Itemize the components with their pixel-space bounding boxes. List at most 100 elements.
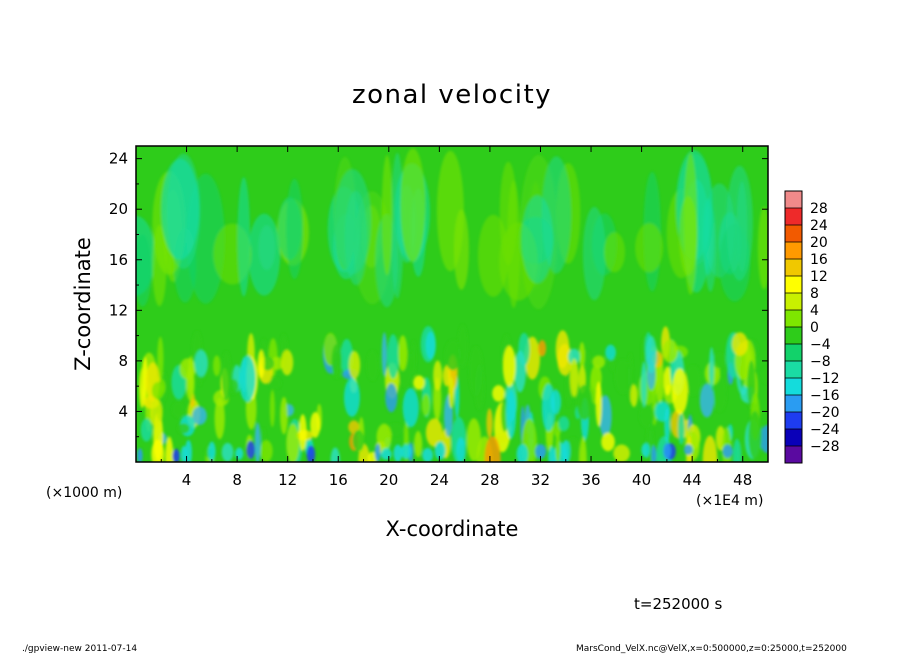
field-patch <box>330 447 341 462</box>
x-tick-label: 48 <box>733 471 752 489</box>
field-patch <box>671 368 689 415</box>
field-patch <box>381 155 393 276</box>
colorbar-swatch <box>785 446 802 464</box>
y-tick-label: 8 <box>118 352 128 370</box>
field-patch <box>376 423 392 451</box>
field-patch <box>192 406 207 425</box>
field-patch <box>221 442 234 462</box>
x-tick-label: 28 <box>480 471 499 489</box>
colorbar-swatch <box>785 395 802 413</box>
field-patch <box>434 441 446 460</box>
field-patch <box>599 395 612 438</box>
footer-left: ./gpview-new 2011-07-14 <box>22 644 137 654</box>
field-patch <box>702 198 715 276</box>
colorbar-label: 20 <box>810 235 828 251</box>
field-patch <box>221 351 232 401</box>
field-patch <box>757 206 768 290</box>
colorbar-label: 24 <box>810 218 828 234</box>
field-patch <box>635 223 664 273</box>
field-patch <box>421 394 431 417</box>
field-patch <box>677 412 685 445</box>
field-patch <box>177 423 190 434</box>
y-tick-label: 24 <box>109 150 128 168</box>
field-patch <box>387 334 399 379</box>
field-patch <box>157 336 164 381</box>
field-patch <box>334 169 372 275</box>
colorbar-swatch <box>785 361 802 379</box>
field-patch <box>400 444 412 459</box>
colorbar-label: −12 <box>810 371 840 387</box>
colorbar-label: 8 <box>810 286 819 302</box>
field-patch <box>654 401 671 422</box>
field-patch <box>258 225 276 270</box>
field-patch <box>348 351 361 379</box>
field-patch <box>385 383 398 413</box>
field-patch <box>685 365 701 396</box>
field-patch <box>469 346 484 397</box>
field-patch <box>505 389 517 439</box>
colorbar-label: −16 <box>810 388 840 404</box>
field-patch <box>400 148 426 262</box>
colorbar-swatch <box>785 225 802 243</box>
field-patch <box>150 398 163 428</box>
field-patch <box>269 389 275 428</box>
field-patch <box>411 340 417 377</box>
x-tick-label: 36 <box>581 471 600 489</box>
colorbar-swatch <box>785 191 802 209</box>
field-patch <box>538 340 547 357</box>
y-axis-ticks: 4 8 12 16 20 24 <box>109 150 768 438</box>
colorbar-swatch <box>785 327 802 345</box>
field-patch <box>748 411 762 460</box>
x-tick-label: 12 <box>278 471 297 489</box>
colorbar-swatch <box>785 378 802 396</box>
colorbar-swatch <box>785 310 802 328</box>
field-patch <box>662 339 678 363</box>
field-patch <box>254 422 261 462</box>
field-patch <box>436 150 464 272</box>
field-patch <box>557 343 573 376</box>
colorbar-swatch <box>785 412 802 430</box>
field-patch <box>381 332 387 377</box>
colorbar-swatch <box>785 259 802 277</box>
footer-right: MarsCond_VelX.nc@VelX,x=0:500000,z=0:250… <box>576 644 847 654</box>
x-tick-label: 20 <box>379 471 398 489</box>
field-patch <box>603 232 626 273</box>
field-patch <box>280 349 294 376</box>
field-patch <box>456 437 466 462</box>
field-patch <box>380 448 392 460</box>
field-patch <box>185 367 195 401</box>
field-patch <box>352 429 365 452</box>
colorbar-label: −4 <box>810 337 831 353</box>
field-patch <box>662 443 672 460</box>
field-patch <box>541 383 556 432</box>
x-axis-label: X-coordinate <box>386 517 519 541</box>
field-patch <box>582 206 606 301</box>
field-patch <box>214 397 225 440</box>
field-patch <box>516 444 528 462</box>
field-patch <box>348 420 360 434</box>
field-patch <box>343 378 360 417</box>
field-patch <box>161 158 200 260</box>
y-axis-label: Z-coordinate <box>71 237 95 371</box>
field-patch <box>444 340 462 371</box>
field-patch <box>699 383 715 418</box>
plot-area <box>136 146 768 462</box>
field-patch <box>502 345 516 387</box>
field-patch <box>152 224 167 307</box>
colorbar-label: 12 <box>810 269 828 285</box>
field-patch <box>683 444 693 456</box>
field-patch <box>569 358 579 398</box>
field-patch <box>732 438 742 462</box>
x-tick-label: 24 <box>430 471 449 489</box>
field-patch <box>558 416 570 432</box>
field-patch <box>402 387 419 428</box>
field-patch <box>507 180 521 309</box>
field-patch <box>238 355 256 403</box>
colorbar-swatch <box>785 293 802 311</box>
field-patch <box>722 444 733 458</box>
field-patch <box>566 437 580 462</box>
field-patch <box>601 432 615 452</box>
field-patch <box>486 408 493 438</box>
x-tick-label: 32 <box>531 471 550 489</box>
